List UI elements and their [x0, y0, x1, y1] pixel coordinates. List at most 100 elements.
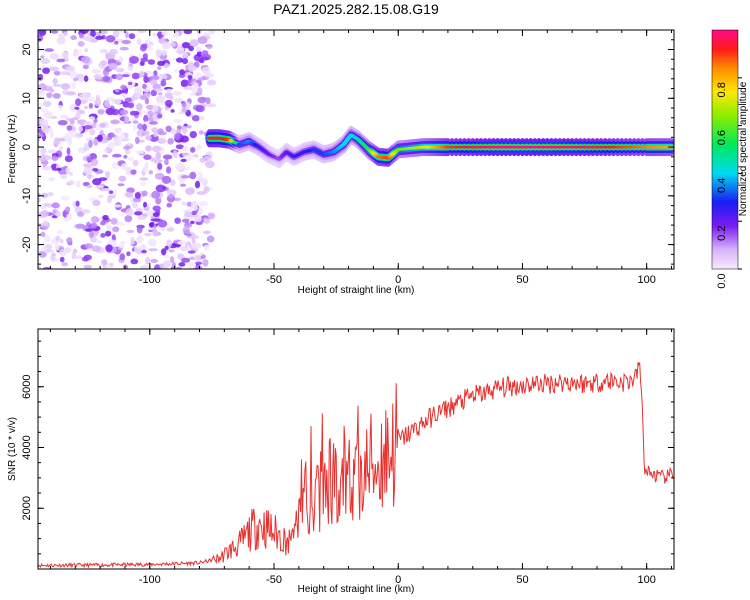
- noise-blob: [137, 123, 144, 130]
- noise-blob: [93, 118, 98, 124]
- noise-blob: [140, 57, 149, 63]
- noise-blob: [68, 180, 75, 186]
- noise-blob: [49, 89, 55, 93]
- noise-blob: [105, 244, 113, 253]
- noise-blob: [201, 50, 209, 57]
- noise-blob: [174, 119, 182, 123]
- noise-blob: [57, 120, 68, 126]
- noise-blob: [126, 187, 135, 194]
- noise-blob: [124, 102, 133, 108]
- noise-blob: [95, 31, 103, 36]
- noise-blob: [45, 249, 54, 253]
- ridge-core: [449, 145, 455, 149]
- noise-blob: [48, 127, 54, 133]
- noise-blob: [120, 109, 129, 116]
- noise-blob: [121, 74, 130, 78]
- noise-blob: [148, 248, 158, 252]
- noise-blob: [49, 66, 59, 72]
- noise-blob: [83, 163, 93, 168]
- noise-blob: [153, 158, 162, 165]
- noise-blob: [143, 154, 152, 160]
- ridge-core: [474, 145, 480, 149]
- noise-blob: [134, 87, 143, 95]
- noise-blob: [187, 64, 195, 73]
- ridge-core: [507, 145, 513, 149]
- noise-blob: [200, 56, 210, 61]
- colorbar-tick-label: 0.6: [716, 130, 728, 145]
- noise-blob: [187, 75, 193, 80]
- noise-blob: [38, 45, 41, 53]
- noise-blob: [95, 35, 104, 40]
- noise-blob: [107, 196, 112, 204]
- noise-blob: [139, 177, 149, 181]
- noise-blob: [170, 109, 175, 113]
- noise-blob: [128, 33, 136, 40]
- x-tick-label: -100: [139, 274, 161, 286]
- noise-blob: [181, 175, 191, 179]
- ridge-core: [482, 145, 488, 149]
- noise-blob: [49, 53, 59, 60]
- noise-blob: [83, 264, 92, 269]
- noise-blob: [92, 200, 101, 206]
- noise-blob: [101, 75, 111, 82]
- colorbar-tick-label: 0.0: [716, 273, 728, 288]
- bottom-x-ticks: -100 -50 0 50 100: [49, 329, 673, 586]
- noise-blob: [114, 89, 120, 93]
- noise-blob: [40, 204, 47, 210]
- y-tick-label: 4000: [21, 435, 33, 459]
- noise-blob: [61, 262, 68, 267]
- noise-blob: [100, 233, 106, 238]
- ridge-core: [582, 145, 588, 149]
- noise-blob: [160, 78, 167, 87]
- noise-cloud: [38, 30, 217, 269]
- noise-blob: [75, 200, 80, 207]
- noise-blob: [83, 125, 93, 130]
- y-tick-label: -20: [21, 237, 33, 253]
- noise-blob: [191, 242, 202, 249]
- noise-blob: [44, 48, 54, 52]
- noise-blob: [42, 166, 53, 171]
- noise-blob: [116, 222, 126, 227]
- noise-blob: [99, 49, 109, 54]
- noise-blob: [161, 49, 168, 56]
- noise-blob: [155, 49, 162, 57]
- ridge-core: [491, 145, 496, 149]
- noise-blob: [56, 229, 64, 235]
- noise-blob: [140, 45, 147, 52]
- noise-blob: [155, 184, 166, 193]
- colorbar-tick-label: 0.8: [716, 82, 728, 97]
- noise-blob: [91, 245, 102, 252]
- noise-blob: [190, 146, 196, 153]
- ridge-core: [598, 145, 604, 149]
- noise-blob: [38, 250, 47, 258]
- ridge-core: [573, 145, 579, 149]
- noise-blob: [165, 125, 172, 132]
- noise-blob: [127, 65, 134, 71]
- noise-blob: [197, 87, 203, 95]
- noise-blob: [84, 243, 93, 249]
- noise-blob: [157, 66, 162, 70]
- noise-blob: [194, 82, 199, 89]
- noise-blob: [154, 88, 164, 92]
- noise-blob: [134, 211, 143, 216]
- noise-blob: [143, 75, 149, 84]
- noise-blob: [174, 97, 183, 103]
- noise-blob: [86, 156, 92, 162]
- noise-blob: [50, 30, 59, 34]
- noise-blob: [130, 258, 139, 265]
- noise-blob: [147, 238, 157, 247]
- snr-line: [38, 362, 674, 569]
- noise-blob: [64, 155, 73, 163]
- x-tick-label: -50: [266, 574, 282, 586]
- noise-blob: [40, 55, 45, 59]
- ridge-core: [631, 145, 637, 149]
- noise-blob: [206, 103, 216, 108]
- noise-blob: [136, 226, 143, 234]
- ridge-core: [445, 145, 451, 149]
- noise-blob: [65, 65, 76, 72]
- noise-blob: [190, 220, 195, 225]
- noise-blob: [74, 106, 80, 110]
- noise-blob: [147, 59, 156, 65]
- noise-blob: [164, 245, 169, 250]
- noise-blob: [152, 105, 159, 112]
